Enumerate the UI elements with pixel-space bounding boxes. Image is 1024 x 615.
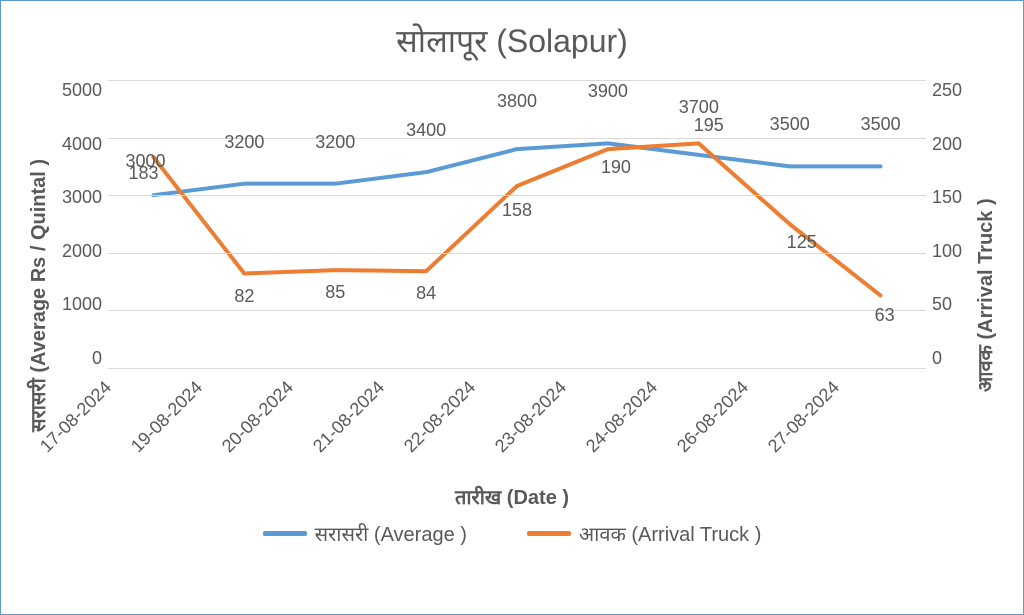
plot-row: 5000 4000 3000 2000 1000 0 3000 3200 3200 3400 38…	[56, 80, 968, 369]
y2-tick-label: 200	[932, 134, 962, 155]
legend-item: सरासरी (Average )	[263, 520, 467, 547]
y2-tick-label: 0	[932, 348, 962, 369]
x-tick-label: 26-08-2024	[673, 377, 753, 457]
y2-axis-title: आवक (Arrival Truck )	[968, 80, 1003, 510]
data-label: 190	[601, 157, 631, 178]
y2-tick-label: 100	[932, 241, 962, 262]
data-label: 82	[234, 286, 254, 307]
legend-label: सरासरी (Average )	[315, 520, 467, 547]
legend: सरासरी (Average ) आवक (Arrival Truck )	[21, 520, 1003, 547]
data-label: 63	[875, 305, 895, 326]
legend-swatch	[527, 531, 571, 536]
legend-swatch	[263, 531, 307, 536]
y2-ticks: 250 200 150 100 50 0	[926, 80, 968, 369]
chart-body: सरासरी (Average Rs / Quintal ) 500040003…	[21, 80, 1003, 510]
y1-ticks: 5000 4000 3000 2000 1000 0	[56, 80, 108, 369]
data-label: 3900	[588, 81, 628, 102]
x-tick-label: 27-08-2024	[763, 377, 843, 457]
data-label: 183	[128, 163, 158, 184]
x-tick-label: 24-08-2024	[582, 377, 662, 457]
y1-tick-label: 2000	[62, 241, 102, 262]
x-tick-label: 23-08-2024	[491, 377, 571, 457]
data-label: 3200	[315, 132, 355, 153]
y1-tick-label: 1000	[62, 294, 102, 315]
x-tick-label: 21-08-2024	[309, 377, 389, 457]
grid-line	[108, 195, 926, 196]
grid-line	[108, 80, 926, 81]
data-label: 84	[416, 283, 436, 304]
data-label: 85	[325, 282, 345, 303]
data-label: 3500	[770, 114, 810, 135]
x-tick-label: 19-08-2024	[127, 377, 207, 457]
chart-title: सोलापूर (Solapur)	[21, 19, 1003, 62]
y1-tick-label: 5000	[62, 80, 102, 101]
data-label: 3800	[497, 91, 537, 112]
data-label: 3500	[861, 114, 901, 135]
chart-frame: सोलापूर (Solapur) सरासरी (Average Rs / Q…	[0, 0, 1024, 615]
data-label: 158	[502, 200, 532, 221]
data-label: 3400	[406, 120, 446, 141]
grid-line	[108, 310, 926, 311]
y1-tick-label: 3000	[62, 187, 102, 208]
y2-tick-label: 150	[932, 187, 962, 208]
x-tick-label: 22-08-2024	[400, 377, 480, 457]
data-label: 195	[694, 115, 724, 136]
data-label: 125	[787, 232, 817, 253]
data-label: 3200	[224, 132, 264, 153]
legend-item: आवक (Arrival Truck )	[527, 520, 761, 547]
plot-outer: 5000 4000 3000 2000 1000 0 3000 3200 3200 3400 38…	[56, 80, 968, 510]
legend-label: आवक (Arrival Truck )	[579, 520, 761, 547]
y2-tick-label: 50	[932, 294, 962, 315]
y2-tick-label: 250	[932, 80, 962, 101]
plot-area: 3000320032003400380039003700350035001838…	[108, 80, 926, 369]
y1-tick-label: 4000	[62, 134, 102, 155]
x-ticks: 17-08-202419-08-202420-08-202421-08-2024…	[56, 369, 968, 489]
x-tick-label: 20-08-2024	[218, 377, 298, 457]
y1-tick-label: 0	[62, 348, 102, 369]
